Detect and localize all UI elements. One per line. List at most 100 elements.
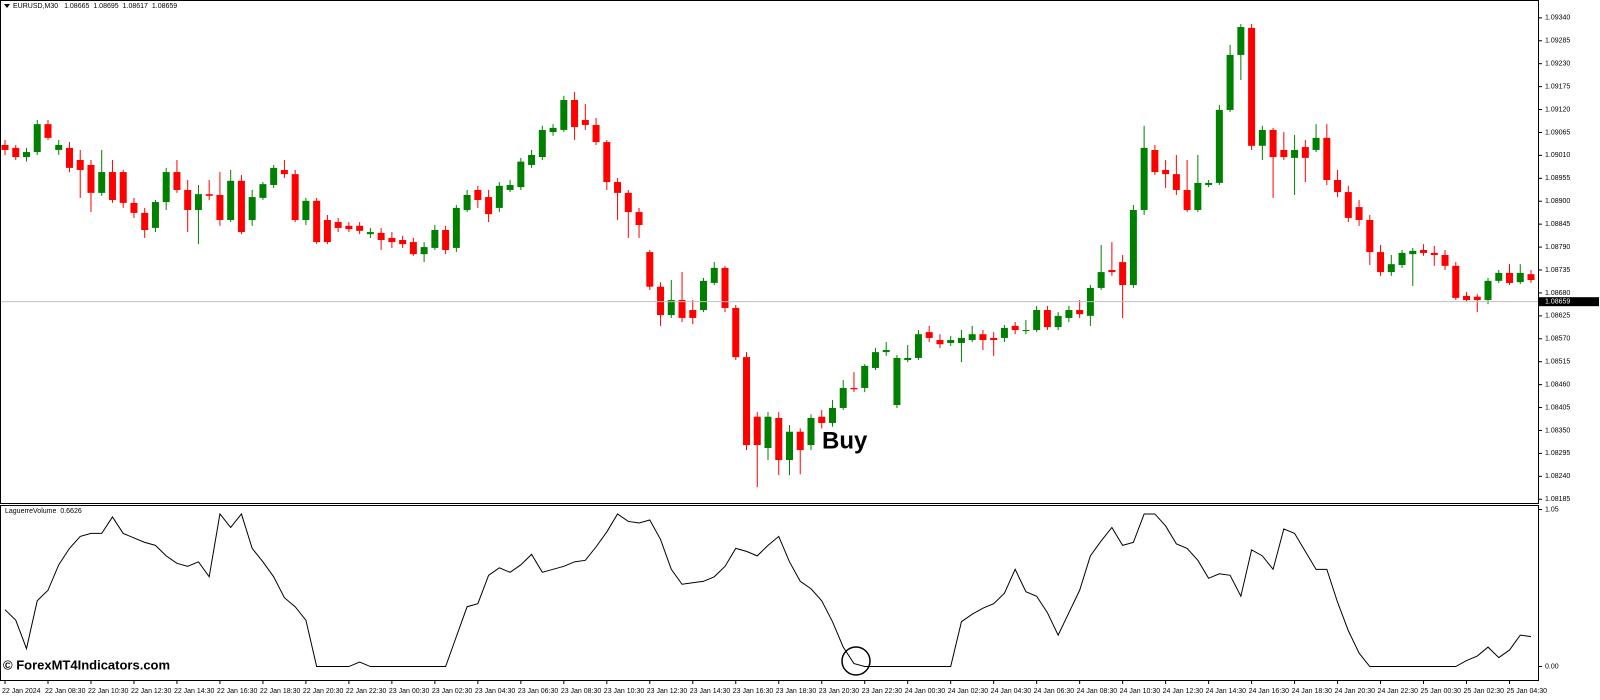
- candle-body: [1495, 272, 1503, 281]
- candle-body: [1151, 149, 1159, 173]
- candle-body: [452, 207, 460, 248]
- candle-body: [1162, 169, 1170, 175]
- candle-body: [839, 387, 847, 408]
- x-tick-label: 22 Jan 12:30: [131, 688, 172, 695]
- candle-body: [1312, 137, 1320, 150]
- candle-body: [753, 416, 761, 446]
- candle-body: [710, 267, 718, 283]
- candle-body: [893, 357, 901, 406]
- candle-body: [581, 119, 589, 125]
- x-tick-label: 24 Jan 10:30: [1120, 688, 1161, 695]
- candle-body: [657, 286, 665, 316]
- x-tick-label: 23 Jan 20:30: [819, 688, 860, 695]
- y-tick-label: 0.00: [1545, 663, 1559, 670]
- candle-body: [495, 185, 503, 208]
- candle-body: [205, 194, 213, 196]
- y-tick-label: 1.09120: [1545, 106, 1570, 113]
- candle-body: [227, 180, 235, 220]
- candle-body: [990, 337, 998, 341]
- candle-body: [850, 387, 858, 390]
- candle-body: [291, 174, 299, 220]
- candle-body: [1409, 250, 1417, 255]
- candle-body: [882, 350, 890, 353]
- candle-body: [1420, 249, 1428, 253]
- candle-body: [108, 172, 116, 200]
- candle-body: [474, 189, 482, 200]
- candle-body: [635, 212, 643, 225]
- header-open: 1.08665: [64, 3, 89, 10]
- candle-body: [614, 182, 622, 193]
- candle-body: [33, 124, 41, 153]
- current-price-box: [1539, 297, 1599, 307]
- y-tick-label: 1.08185: [1545, 496, 1570, 503]
- candle-body: [356, 225, 364, 231]
- candle-body: [1108, 270, 1116, 273]
- candle-body: [646, 252, 654, 287]
- candle-body: [689, 310, 697, 318]
- x-tick-label: 24 Jan 08:30: [1077, 688, 1118, 695]
- y-tick-label: 1.08735: [1545, 267, 1570, 274]
- indicator-value: 0.6626: [60, 508, 82, 515]
- candle-body: [517, 161, 525, 188]
- candle-body: [571, 99, 579, 128]
- y-tick-label: 1.08570: [1545, 336, 1570, 343]
- candle-body: [485, 197, 493, 215]
- y-tick-label: 1.08350: [1545, 427, 1570, 434]
- x-tick-label: 22 Jan 14:30: [174, 688, 215, 695]
- candle-body: [248, 197, 256, 220]
- candle-body: [678, 300, 686, 318]
- x-tick-label: 22 Jan 16:30: [217, 688, 258, 695]
- candle-body: [807, 417, 815, 446]
- candle-body: [1119, 262, 1127, 286]
- x-tick-label: 22 Jan 2024: [2, 688, 41, 695]
- candle-body: [1398, 252, 1406, 266]
- candle-body: [1, 144, 9, 150]
- candle-body: [44, 124, 52, 138]
- x-tick-label: 23 Jan 08:30: [561, 688, 602, 695]
- candle-body: [1065, 310, 1073, 318]
- candle-body: [560, 99, 568, 130]
- symbol: EURUSD,M30: [13, 3, 58, 10]
- y-tick-label: 1.08295: [1545, 450, 1570, 457]
- x-tick-label: 23 Jan 14:30: [690, 688, 731, 695]
- candle-body: [1430, 252, 1438, 256]
- candle-body: [194, 194, 202, 210]
- x-tick-label: 23 Jan 04:30: [475, 688, 516, 695]
- x-tick-label: 23 Jan 16:30: [733, 688, 774, 695]
- candle-body: [925, 332, 933, 338]
- x-tick-label: 24 Jan 14:30: [1206, 688, 1247, 695]
- candle-body: [173, 172, 181, 190]
- indicator-panel-frame: [0, 505, 1539, 681]
- candle-body: [603, 142, 611, 183]
- candle-body: [624, 192, 632, 213]
- candle-body: [323, 219, 331, 243]
- y-tick-label: 1.08955: [1545, 175, 1570, 182]
- candle-body: [1291, 149, 1299, 158]
- y-tick-label: 1.09340: [1545, 15, 1570, 22]
- candle-body: [1226, 54, 1234, 110]
- candle-body: [377, 232, 385, 240]
- candle-body: [743, 357, 751, 446]
- y-tick-label: 1.08900: [1545, 198, 1570, 205]
- x-tick-label: 23 Jan 18:30: [776, 688, 817, 695]
- x-tick-label: 23 Jan 00:30: [389, 688, 430, 695]
- candle-body: [1366, 219, 1374, 253]
- candle-body: [1280, 149, 1288, 158]
- y-tick-label: 1.09230: [1545, 61, 1570, 68]
- y-tick-label: 1.08680: [1545, 290, 1570, 297]
- candle-body: [1441, 255, 1449, 266]
- x-tick-label: 23 Jan 02:30: [432, 688, 473, 695]
- candle-body: [828, 407, 836, 423]
- candle-body: [98, 172, 106, 193]
- candle-body: [936, 340, 944, 345]
- symbol-menu-icon[interactable]: [4, 4, 10, 8]
- candle-body: [1129, 209, 1137, 286]
- y-tick-label: 1.08845: [1545, 221, 1570, 228]
- candle-body: [528, 154, 536, 165]
- x-tick-label: 24 Jan 06:30: [1034, 688, 1075, 695]
- candle-body: [141, 212, 149, 230]
- candle-body: [1484, 280, 1492, 301]
- x-tick-label: 22 Jan 08:30: [45, 688, 86, 695]
- candle-body: [1054, 315, 1062, 328]
